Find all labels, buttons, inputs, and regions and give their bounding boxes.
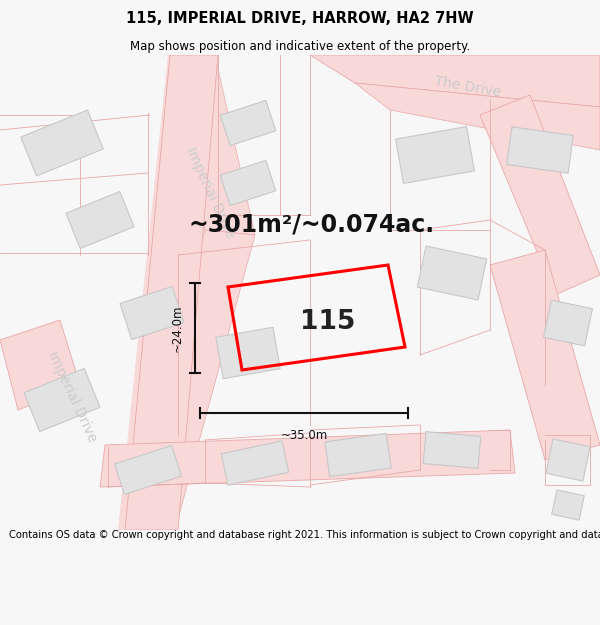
- Polygon shape: [325, 433, 391, 477]
- Text: ~35.0m: ~35.0m: [280, 429, 328, 442]
- Polygon shape: [24, 368, 100, 432]
- Polygon shape: [490, 250, 600, 460]
- Polygon shape: [423, 432, 481, 468]
- Polygon shape: [220, 101, 276, 146]
- Polygon shape: [66, 191, 134, 249]
- Polygon shape: [0, 320, 80, 410]
- Polygon shape: [220, 161, 276, 206]
- Text: Imperial Drive: Imperial Drive: [183, 146, 237, 241]
- Polygon shape: [395, 127, 475, 183]
- Polygon shape: [216, 328, 280, 379]
- Text: Imperial Drive: Imperial Drive: [45, 349, 99, 444]
- Text: The Drive: The Drive: [434, 74, 502, 100]
- Text: ~301m²/~0.074ac.: ~301m²/~0.074ac.: [189, 213, 435, 237]
- Polygon shape: [480, 95, 600, 295]
- Polygon shape: [221, 441, 289, 485]
- Polygon shape: [100, 430, 515, 487]
- Polygon shape: [120, 286, 184, 339]
- Text: 115, IMPERIAL DRIVE, HARROW, HA2 7HW: 115, IMPERIAL DRIVE, HARROW, HA2 7HW: [126, 11, 474, 26]
- Polygon shape: [120, 230, 255, 530]
- Polygon shape: [168, 55, 255, 235]
- Polygon shape: [552, 490, 584, 520]
- Text: Contains OS data © Crown copyright and database right 2021. This information is : Contains OS data © Crown copyright and d…: [9, 530, 600, 540]
- Polygon shape: [21, 110, 103, 176]
- Polygon shape: [125, 55, 218, 530]
- Polygon shape: [310, 55, 600, 107]
- Polygon shape: [544, 300, 592, 346]
- Polygon shape: [506, 127, 574, 173]
- Polygon shape: [115, 446, 181, 494]
- Text: ~24.0m: ~24.0m: [170, 304, 184, 352]
- Polygon shape: [118, 55, 215, 530]
- Text: Map shows position and indicative extent of the property.: Map shows position and indicative extent…: [130, 39, 470, 52]
- Polygon shape: [418, 246, 487, 300]
- Polygon shape: [355, 83, 600, 150]
- Text: 115: 115: [300, 309, 355, 335]
- Polygon shape: [546, 439, 590, 481]
